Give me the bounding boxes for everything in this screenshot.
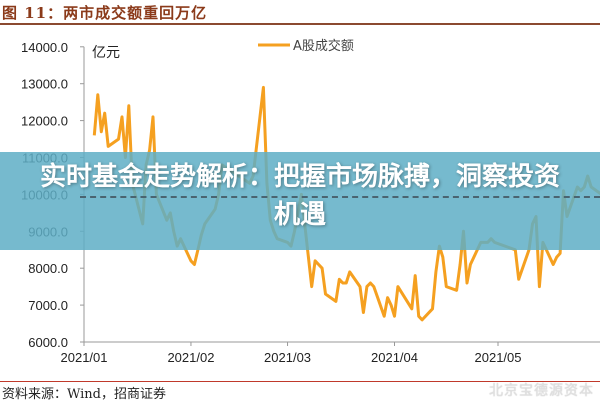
x-tick-label: 2021/01 — [61, 350, 108, 365]
y-tick-label: 14000.0 — [21, 40, 68, 55]
x-tick-label: 2021/03 — [264, 350, 311, 365]
y-tick-label: 13000.0 — [21, 77, 68, 92]
x-tick-label: 2021/04 — [371, 350, 418, 365]
y-axis-unit: 亿元 — [92, 45, 120, 61]
y-tick-label: 6000.0 — [28, 335, 68, 350]
y-tick-label: 7000.0 — [28, 298, 68, 313]
legend-label: A股成交额 — [293, 38, 354, 54]
x-tick-label: 2021/02 — [167, 350, 214, 365]
x-tick-label: 2021/05 — [475, 350, 522, 365]
y-tick-label: 8000.0 — [28, 261, 68, 276]
banner-title: 实时基金走势解析：把握市场脉搏，洞察投资机遇 — [0, 158, 600, 234]
y-tick-label: 12000.0 — [21, 114, 68, 129]
source-note: 资料来源：Wind，招商证券 — [2, 383, 166, 402]
watermark: 北京宝德源资本 — [489, 380, 594, 400]
